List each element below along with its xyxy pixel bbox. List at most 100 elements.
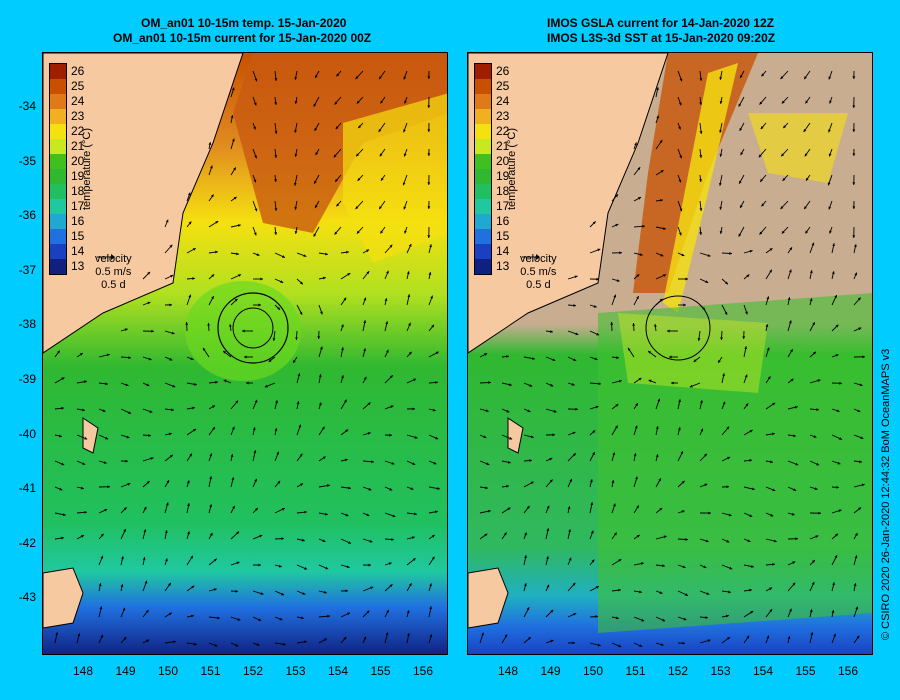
velocity-arrow-head <box>213 558 217 562</box>
y-tick-label: -42 <box>18 535 36 550</box>
velocity-arrow-head <box>487 509 491 513</box>
velocity-arrow-head <box>700 428 704 432</box>
velocity-arrow-head <box>861 483 865 487</box>
velocity-arrow-head <box>729 566 733 570</box>
flinders-island <box>82 417 99 454</box>
velocity-arrow-head <box>486 462 490 466</box>
velocity-arrow-head <box>699 155 703 158</box>
x-axis-labels-left: 148 149 150 151 152 153 154 155 156 <box>42 664 448 682</box>
velocity-arrow-head <box>483 435 487 439</box>
colorbar-tick-label: 26 <box>71 63 85 78</box>
colorbar-tick-label: 25 <box>71 78 85 93</box>
velocity-arrow-head <box>655 454 659 458</box>
velocity-arrow-head <box>253 232 257 236</box>
velocity-arrow-head <box>274 102 278 105</box>
y-tick-label: -41 <box>18 481 36 496</box>
velocity-arrow-head <box>703 565 707 569</box>
velocity-arrow-head <box>758 154 762 158</box>
velocity-arrow-head <box>186 480 190 484</box>
x-tick-label: 155 <box>795 664 816 678</box>
velocity-arrow-head <box>747 539 751 543</box>
velocity-arrow-head <box>653 324 657 327</box>
velocity-arrow-head <box>274 208 278 211</box>
velocity-arrow-head <box>366 513 370 517</box>
velocity-arrow-head <box>429 583 432 587</box>
velocity-arrow-head <box>282 255 286 258</box>
colorbar-swatch <box>50 244 66 259</box>
colorbar-tick-label: 19 <box>496 168 510 183</box>
velocity-arrow-head <box>856 635 860 639</box>
velocity-arrow-head <box>427 182 431 185</box>
velocity-arrow-head <box>658 478 661 482</box>
velocity-arrow-head <box>389 433 392 437</box>
colorbar-swatch <box>475 184 491 199</box>
velocity-arrow-head <box>403 129 406 133</box>
velocity-arrow-head <box>406 271 410 275</box>
velocity-arrow-head <box>215 250 218 254</box>
colorbar-swatch <box>475 109 491 124</box>
velocity-arrow-head <box>123 529 126 533</box>
velocity-arrow-head <box>697 338 701 341</box>
velocity-arrow-head <box>294 101 298 104</box>
velocity-arrow-head <box>772 488 776 492</box>
velocity-arrow-head <box>407 633 410 637</box>
velocity-arrow-head <box>671 381 674 385</box>
velocity-arrow-head <box>610 322 614 325</box>
velocity-arrow-head <box>506 355 509 358</box>
velocity-arrow-head <box>571 382 575 386</box>
velocity-arrow-head <box>616 279 620 282</box>
velocity-arrow-head <box>190 555 193 559</box>
velocity-arrow-head <box>168 612 172 616</box>
velocity-arrow-head <box>546 528 550 532</box>
velocity-arrow-head <box>589 479 593 483</box>
colorbar-swatch <box>475 214 491 229</box>
colorbar-tick-label: 17 <box>71 198 85 213</box>
eddy-ring <box>217 292 289 364</box>
velocity-arrow-head <box>719 206 723 210</box>
velocity-arrow-head <box>322 276 326 280</box>
velocity-arrow-head <box>303 254 307 257</box>
velocity-arrow-head <box>761 73 765 77</box>
velocity-arrow-head <box>335 126 339 130</box>
velocity-key-label: velocity <box>520 253 557 265</box>
velocity-arrow-head <box>146 481 150 484</box>
velocity-arrow-head <box>173 640 176 644</box>
velocity-arrow-head <box>805 100 809 104</box>
velocity-arrow-head <box>503 532 507 536</box>
tasmania-coast <box>43 567 84 629</box>
velocity-arrow-head <box>804 206 807 210</box>
velocity-arrow-head <box>299 311 303 315</box>
velocity-arrow-head <box>356 230 360 234</box>
velocity-arrow-head <box>683 617 687 621</box>
velocity-arrow-head <box>427 76 431 79</box>
colorbar-tick-label: 21 <box>71 138 85 153</box>
velocity-arrow-head <box>728 513 732 517</box>
velocity-arrow-head <box>296 401 300 405</box>
left-title-line2: OM_an01 10-15m current for 15-Jan-2020 0… <box>113 31 372 45</box>
velocity-arrow-head <box>368 487 372 491</box>
velocity-arrow-head <box>678 126 681 130</box>
velocity-arrow-head <box>699 208 703 211</box>
velocity-arrow-head <box>812 560 815 563</box>
velocity-arrow-head <box>766 635 770 639</box>
velocity-arrow-head <box>640 562 644 565</box>
velocity-arrow-head <box>430 295 433 299</box>
velocity-arrow-head <box>325 566 329 570</box>
colorbar-tick-label: 20 <box>496 153 510 168</box>
velocity-arrow-head <box>408 351 412 355</box>
velocity-arrow-head <box>772 432 775 436</box>
colorbar-tick-label: 24 <box>496 93 510 108</box>
velocity-arrow-head <box>315 75 318 79</box>
velocity-arrow-head <box>370 586 374 590</box>
velocity-arrow-head <box>80 486 84 490</box>
velocity-arrow-head <box>304 567 308 570</box>
velocity-arrow-head <box>484 533 488 537</box>
velocity-arrow-head <box>363 636 367 640</box>
velocity-arrow-head <box>550 383 554 387</box>
velocity-arrow-head <box>749 458 752 462</box>
velocity-arrow-head <box>170 275 174 278</box>
velocity-arrow-head <box>187 192 191 196</box>
warm-patch <box>748 113 848 183</box>
velocity-arrow-head <box>283 642 286 646</box>
colorbar-tick-label: 16 <box>496 213 510 228</box>
